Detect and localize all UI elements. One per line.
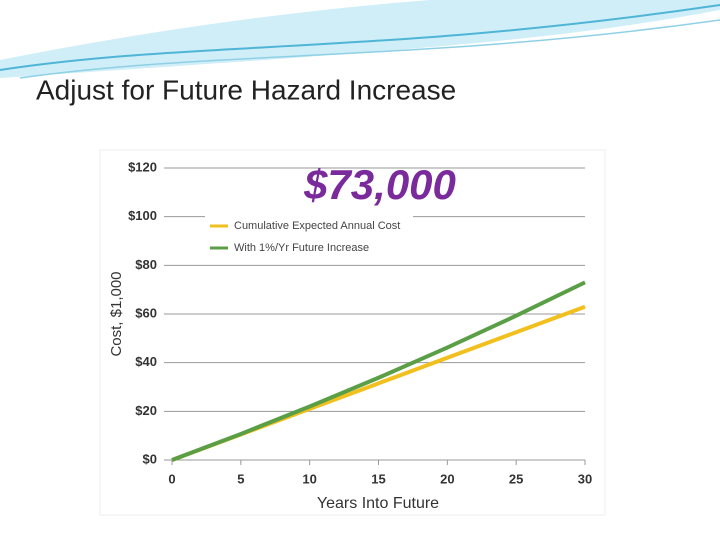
y-tick-label: $80 (135, 257, 157, 272)
legend-box (205, 210, 413, 258)
y-tick-label: $0 (143, 451, 157, 466)
plot: $0 $20 $40 $60 $80 $100 $120 0 5 10 15 20 25 30 (128, 159, 592, 486)
x-tick-label: 10 (302, 471, 316, 486)
x-tick-label: 15 (371, 471, 385, 486)
legend-label: With 1%/Yr Future Increase (234, 242, 369, 254)
x-tick-label: 20 (440, 471, 454, 486)
series-line (171, 280, 586, 462)
x-tick-label: 0 (168, 471, 175, 486)
legend: Cumulative Expected Annual Cost With 1%/Y… (210, 220, 400, 254)
x-tick-label: 5 (237, 471, 244, 486)
annotation: $73,000 (303, 161, 456, 208)
y-tick-label: $60 (135, 305, 157, 320)
header-wave-line (0, 4, 720, 71)
slide-title: Adjust for Future Hazard Increase (36, 74, 456, 105)
y-tick-label: $40 (135, 354, 157, 369)
legend-label: Cumulative Expected Annual Cost (234, 220, 400, 232)
y-tick-label: $120 (128, 159, 157, 174)
x-axis-label: Years Into Future (317, 495, 439, 512)
y-axis-label: Cost, $1,000 (108, 271, 125, 356)
x-tick-label: 25 (509, 471, 523, 486)
header-wave (0, 0, 720, 78)
y-tick-label: $100 (128, 208, 157, 223)
x-tick-label: 30 (578, 471, 592, 486)
y-tick-label: $20 (135, 403, 157, 418)
header-wave-line (19, 19, 720, 79)
